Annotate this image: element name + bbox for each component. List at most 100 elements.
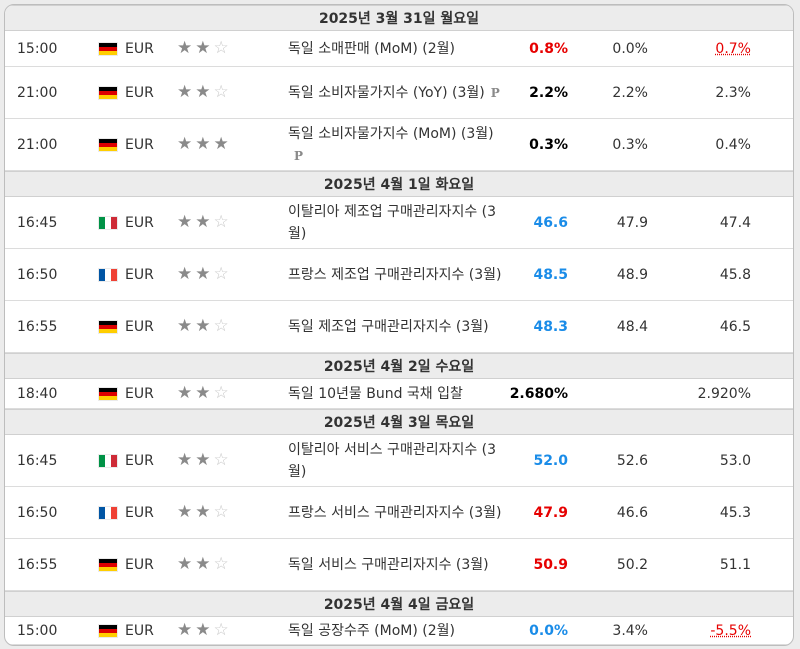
event-row[interactable]: 16:50 EUR ★ ★ ☆ 프랑스 서비스 구매관리자지수 (3월) 47.9 46.6 4…: [5, 487, 793, 539]
event-name-cell[interactable]: 독일 제조업 구매관리자지수 (3월): [288, 301, 508, 352]
event-name-cell[interactable]: 독일 소비자물가지수 (YoY) (3월) P: [288, 67, 508, 118]
event-name[interactable]: 독일 10년물 Bund 국채 입찰: [288, 385, 463, 402]
currency-label: EUR: [125, 504, 154, 521]
event-name[interactable]: 독일 소비자물가지수 (MoM) (3월): [288, 125, 494, 142]
flag-cell: [99, 539, 117, 590]
event-name-cell[interactable]: 독일 서비스 구매관리자지수 (3월): [288, 539, 508, 590]
importance-stars: ★ ★ ☆: [177, 249, 232, 300]
preliminary-badge: P: [490, 85, 500, 100]
event-name-cell[interactable]: 독일 소비자물가지수 (MoM) (3월) P: [288, 119, 508, 170]
star-empty-icon: ☆: [213, 82, 229, 102]
day-header: 2025년 4월 3일 목요일: [5, 409, 793, 435]
previous-value-revised[interactable]: -5.5%: [710, 622, 751, 639]
actual-value: 0.3%: [529, 136, 568, 153]
event-time: 15:00: [17, 40, 58, 57]
flag-cell: [99, 379, 117, 408]
day-header: 2025년 3월 31일 월요일: [5, 5, 793, 31]
currency-label: EUR: [125, 318, 154, 335]
star-filled-icon: ★: [195, 620, 211, 640]
event-row[interactable]: 15:00 EUR ★ ★ ☆ 독일 소매판매 (MoM) (2월) 0.8% 0.0% 0.7…: [5, 31, 793, 67]
currency-label: EUR: [125, 556, 154, 573]
previous-value-text: 51.1: [719, 556, 751, 573]
flag-de-icon: [99, 86, 117, 99]
previous-value-text: 0.4%: [715, 136, 751, 153]
currency-label: EUR: [125, 385, 154, 402]
star-empty-icon: ☆: [213, 264, 229, 284]
event-name[interactable]: 독일 공장수주 (MoM) (2월): [288, 622, 455, 639]
star-filled-icon: ★: [177, 383, 193, 403]
event-name-cell[interactable]: 프랑스 서비스 구매관리자지수 (3월): [288, 487, 508, 538]
day-header: 2025년 4월 1일 화요일: [5, 171, 793, 197]
event-name[interactable]: 이탈리아 제조업 구매관리자지수 (3월): [288, 203, 497, 242]
flag-cell: [99, 249, 117, 300]
forecast-value: 2.2%: [612, 84, 648, 101]
previous-value: 47.4: [685, 197, 751, 248]
flag-de-icon: [99, 387, 117, 400]
event-time: 18:40: [17, 385, 58, 402]
currency-label: EUR: [125, 84, 154, 101]
forecast-value: 50.2: [616, 556, 648, 573]
flag-cell: [99, 301, 117, 352]
calendar-list: 2025년 3월 31일 월요일 15:00 EUR ★ ★ ☆ 독일 소매판매 (MoM)…: [5, 5, 793, 645]
star-filled-icon: ★: [177, 264, 193, 284]
event-time: 16:55: [17, 318, 58, 335]
actual-value: 47.9: [533, 504, 568, 521]
event-name[interactable]: 프랑스 서비스 구매관리자지수 (3월): [288, 504, 502, 521]
importance-stars: ★ ★ ☆: [177, 379, 232, 408]
star-filled-icon: ★: [195, 134, 211, 154]
currency-label: EUR: [125, 266, 154, 283]
star-filled-icon: ★: [195, 316, 211, 336]
flag-de-icon: [99, 558, 117, 571]
event-name-cell[interactable]: 독일 10년물 Bund 국채 입찰: [288, 379, 508, 408]
event-row[interactable]: 21:00 EUR ★ ★ ☆ 독일 소비자물가지수 (YoY) (3월) P 2.2% 2.2…: [5, 67, 793, 119]
event-name-cell[interactable]: 독일 공장수주 (MoM) (2월): [288, 617, 508, 644]
previous-value-revised[interactable]: 0.7%: [715, 40, 751, 57]
event-row[interactable]: 16:45 EUR ★ ★ ☆ 이탈리아 서비스 구매관리자지수 (3월) 52.0 52.6…: [5, 435, 793, 487]
event-row[interactable]: 16:55 EUR ★ ★ ☆ 독일 제조업 구매관리자지수 (3월) 48.3 48.4 46…: [5, 301, 793, 353]
star-filled-icon: ★: [177, 502, 193, 522]
event-name-cell[interactable]: 프랑스 제조업 구매관리자지수 (3월): [288, 249, 508, 300]
flag-fr-icon: [99, 268, 117, 281]
flag-de-icon: [99, 42, 117, 55]
previous-value: -5.5%: [685, 617, 751, 644]
importance-stars: ★ ★ ☆: [177, 435, 232, 486]
event-row[interactable]: 16:50 EUR ★ ★ ☆ 프랑스 제조업 구매관리자지수 (3월) 48.5 48.9 4…: [5, 249, 793, 301]
star-filled-icon: ★: [195, 450, 211, 470]
event-name[interactable]: 프랑스 제조업 구매관리자지수 (3월): [288, 266, 502, 283]
star-filled-icon: ★: [213, 134, 229, 154]
event-name[interactable]: 독일 소비자물가지수 (YoY) (3월): [288, 84, 485, 101]
currency-label: EUR: [125, 452, 154, 469]
importance-stars: ★ ★ ☆: [177, 31, 232, 66]
currency-label: EUR: [125, 622, 154, 639]
event-name-cell[interactable]: 이탈리아 서비스 구매관리자지수 (3월): [288, 435, 508, 486]
star-empty-icon: ☆: [213, 502, 229, 522]
actual-value: 2.680%: [509, 385, 568, 402]
event-name-cell[interactable]: 이탈리아 제조업 구매관리자지수 (3월): [288, 197, 508, 248]
event-name-cell[interactable]: 독일 소매판매 (MoM) (2월): [288, 31, 508, 66]
currency-label: EUR: [125, 136, 154, 153]
event-row[interactable]: 16:45 EUR ★ ★ ☆ 이탈리아 제조업 구매관리자지수 (3월) 46.6 47.9…: [5, 197, 793, 249]
star-empty-icon: ☆: [213, 450, 229, 470]
forecast-value: 47.9: [616, 214, 648, 231]
importance-stars: ★ ★ ☆: [177, 67, 232, 118]
flag-cell: [99, 31, 117, 66]
flag-cell: [99, 119, 117, 170]
flag-it-icon: [99, 216, 117, 229]
event-row[interactable]: 18:40 EUR ★ ★ ☆ 독일 10년물 Bund 국채 입찰 2.680% 2.920…: [5, 379, 793, 409]
flag-cell: [99, 617, 117, 644]
event-name[interactable]: 독일 소매판매 (MoM) (2월): [288, 40, 455, 57]
actual-value: 48.3: [533, 318, 568, 335]
event-row[interactable]: 16:55 EUR ★ ★ ☆ 독일 서비스 구매관리자지수 (3월) 50.9 50.2 51…: [5, 539, 793, 591]
event-name[interactable]: 독일 제조업 구매관리자지수 (3월): [288, 318, 489, 335]
forecast-value: 3.4%: [612, 622, 648, 639]
currency-label: EUR: [125, 214, 154, 231]
star-filled-icon: ★: [195, 264, 211, 284]
event-row[interactable]: 15:00 EUR ★ ★ ☆ 독일 공장수주 (MoM) (2월) 0.0% 3.4% -5.…: [5, 617, 793, 645]
actual-value: 48.5: [533, 266, 568, 283]
actual-value: 2.2%: [529, 84, 568, 101]
event-name[interactable]: 이탈리아 서비스 구매관리자지수 (3월): [288, 441, 497, 480]
event-name[interactable]: 독일 서비스 구매관리자지수 (3월): [288, 556, 489, 573]
importance-stars: ★ ★ ☆: [177, 617, 232, 644]
economic-calendar: 2025년 3월 31일 월요일 15:00 EUR ★ ★ ☆ 독일 소매판매 (MoM)…: [4, 4, 794, 646]
event-row[interactable]: 21:00 EUR ★ ★ ★ 독일 소비자물가지수 (MoM) (3월)P 0.3% 0.3…: [5, 119, 793, 171]
